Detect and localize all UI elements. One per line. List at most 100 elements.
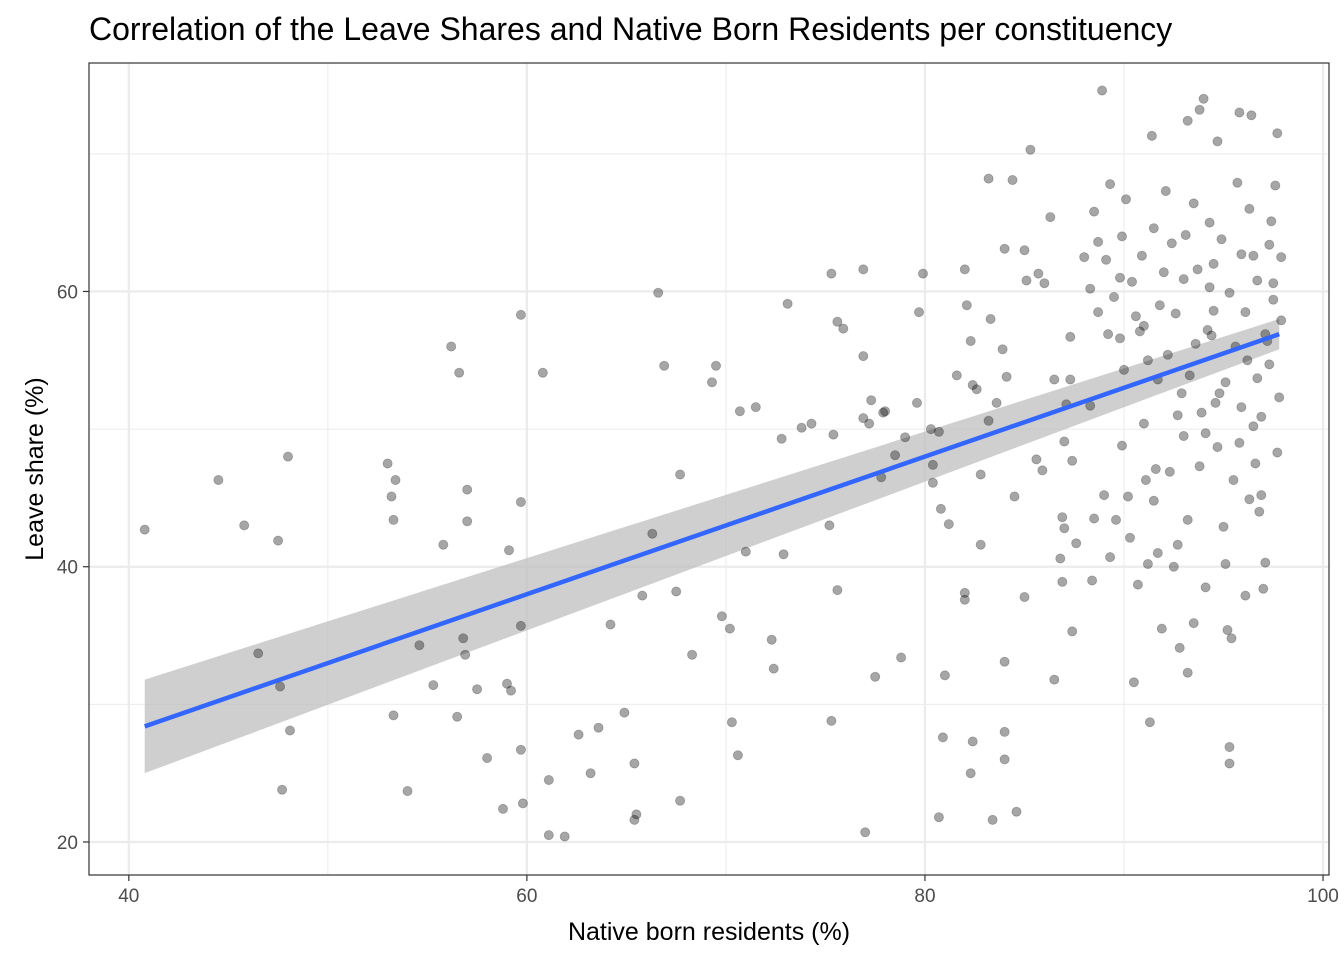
data-point [1128, 677, 1139, 688]
y-tick-label: 40 [57, 558, 78, 579]
data-point [1182, 667, 1193, 678]
data-point [1196, 407, 1207, 418]
data-point [826, 268, 837, 279]
data-point [1164, 466, 1175, 477]
data-point [428, 680, 439, 691]
data-point [1019, 245, 1030, 256]
data-point [959, 594, 970, 605]
data-point [675, 795, 686, 806]
data-point [1248, 250, 1259, 261]
data-point [1156, 623, 1167, 634]
data-point [1160, 185, 1171, 196]
chart-title: Correlation of the Leave Shares and Nati… [89, 11, 1172, 47]
data-point [1268, 278, 1279, 289]
data-point [1134, 326, 1145, 337]
data-point [1264, 239, 1275, 250]
data-point [515, 309, 526, 320]
data-point [832, 585, 843, 596]
data-point [1009, 491, 1020, 502]
data-point [1049, 674, 1060, 685]
data-point [1158, 267, 1169, 278]
data-point [967, 736, 978, 747]
data-point [1188, 198, 1199, 209]
data-point [671, 586, 682, 597]
data-point [1132, 579, 1143, 590]
data-point [1089, 513, 1100, 524]
data-point [619, 707, 630, 718]
data-point [914, 307, 925, 318]
data-point [1049, 374, 1060, 385]
data-point [1079, 252, 1090, 263]
data-point [1037, 465, 1048, 476]
data-point [515, 620, 526, 631]
data-point [866, 395, 877, 406]
data-point [983, 415, 994, 426]
data-point [1127, 276, 1138, 287]
data-point [1242, 355, 1253, 366]
data-point [1067, 626, 1078, 637]
data-point [1162, 349, 1173, 360]
data-point [687, 649, 698, 660]
data-point [1250, 458, 1261, 469]
data-point [890, 450, 901, 461]
data-point [707, 377, 718, 388]
data-point [1190, 338, 1201, 349]
data-point [1224, 287, 1235, 298]
data-point [1138, 418, 1149, 429]
data-point [675, 469, 686, 480]
data-point [1206, 330, 1217, 341]
data-point [1218, 521, 1229, 532]
data-point [900, 432, 911, 443]
data-point [1274, 392, 1285, 403]
data-point [1222, 625, 1233, 636]
data-point [515, 744, 526, 755]
data-point [1192, 264, 1203, 275]
data-point [965, 335, 976, 346]
data-point [796, 422, 807, 433]
data-point [927, 459, 938, 470]
data-point [828, 429, 839, 440]
data-point [1232, 177, 1243, 188]
data-point [1067, 455, 1078, 466]
data-point [1182, 115, 1193, 126]
data-point [1172, 539, 1183, 550]
data-point [1146, 130, 1157, 141]
data-point [1123, 491, 1134, 502]
data-point [1039, 278, 1050, 289]
data-point [1220, 559, 1231, 570]
data-point [1276, 252, 1287, 263]
data-point [1264, 359, 1275, 370]
x-tick-label: 60 [516, 886, 537, 907]
x-tick-label: 80 [914, 886, 935, 907]
data-point [1240, 590, 1251, 601]
data-point [1180, 229, 1191, 240]
data-point [1170, 308, 1181, 319]
data-point [1103, 329, 1114, 340]
plot-panel [88, 62, 1330, 876]
data-point [1130, 311, 1141, 322]
data-point [880, 406, 891, 417]
data-point [1117, 440, 1128, 451]
data-point [382, 458, 393, 469]
data-point [768, 663, 779, 674]
x-tick-label: 40 [118, 886, 139, 907]
data-point [659, 360, 670, 371]
data-point [824, 520, 835, 531]
data-point [1172, 410, 1183, 421]
data-point [1200, 582, 1211, 593]
data-point [750, 402, 761, 413]
data-point [497, 803, 508, 814]
data-point [1031, 454, 1042, 465]
data-point [1097, 85, 1108, 96]
data-point [1208, 258, 1219, 269]
data-point [961, 300, 972, 311]
data-point [462, 484, 473, 495]
data-point [452, 711, 463, 722]
data-point [1240, 307, 1251, 318]
data-point [503, 545, 514, 556]
data-point [1154, 300, 1165, 311]
data-point [505, 685, 516, 696]
data-point [277, 784, 288, 795]
data-point [1065, 374, 1076, 385]
data-point [1244, 494, 1255, 505]
